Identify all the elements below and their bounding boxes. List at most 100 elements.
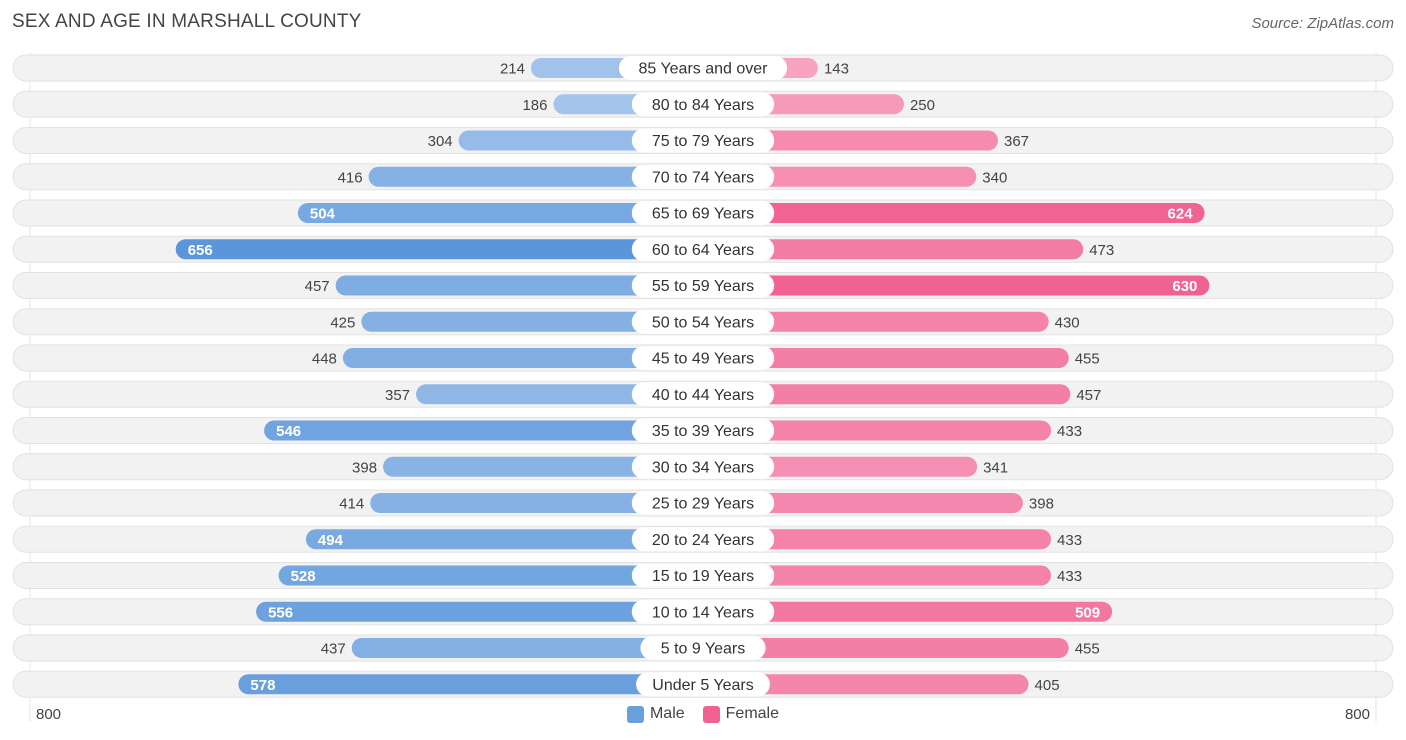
category-label: 65 to 69 Years bbox=[652, 206, 754, 223]
value-label-male: 414 bbox=[339, 496, 364, 513]
value-label-female: 405 bbox=[1035, 677, 1060, 694]
row-5: 656 473 60 to 64 Years bbox=[12, 235, 1394, 263]
bar-female[interactable] bbox=[703, 565, 1052, 586]
category-pill bbox=[631, 382, 775, 407]
value-label-female: 341 bbox=[983, 459, 1008, 476]
category-pill bbox=[631, 164, 775, 189]
value-label-female: 340 bbox=[982, 169, 1007, 186]
category-label: 55 to 59 Years bbox=[652, 278, 754, 295]
bar-male[interactable] bbox=[361, 311, 703, 332]
bar-male[interactable] bbox=[342, 348, 703, 368]
category-pill bbox=[631, 201, 775, 225]
value-label-female: 433 bbox=[1057, 568, 1082, 585]
category-pill bbox=[631, 418, 775, 443]
bar-male[interactable] bbox=[351, 638, 703, 658]
legend-item-male[interactable]: Male bbox=[626, 705, 685, 723]
category-label: 10 to 14 Years bbox=[652, 604, 754, 621]
category-pill bbox=[631, 237, 775, 262]
row-17: 578 405 Under 5 Years bbox=[12, 670, 1394, 698]
value-label-male: 186 bbox=[522, 97, 547, 114]
category-label: 35 to 39 Years bbox=[652, 423, 754, 440]
row-13: 494 433 20 to 24 Years bbox=[12, 525, 1394, 553]
bar-female[interactable] bbox=[703, 348, 1069, 368]
bar-female[interactable] bbox=[703, 130, 998, 151]
value-label-male: 457 bbox=[305, 278, 330, 295]
value-label-male: 504 bbox=[310, 206, 336, 223]
legend-item-female[interactable]: Female bbox=[702, 705, 780, 723]
value-label-male: 425 bbox=[330, 314, 355, 331]
category-pill bbox=[631, 599, 775, 624]
bar-female[interactable] bbox=[703, 420, 1052, 441]
category-label: 80 to 84 Years bbox=[652, 97, 754, 114]
legend-swatch-female bbox=[702, 705, 720, 723]
value-label-female: 430 bbox=[1055, 314, 1080, 331]
legend: Male Female bbox=[0, 705, 1406, 723]
category-label: Under 5 Years bbox=[652, 677, 753, 694]
category-pill bbox=[636, 672, 770, 697]
row-14: 528 433 15 to 19 Years bbox=[12, 562, 1394, 589]
legend-swatch-male bbox=[626, 705, 644, 723]
bar-male[interactable] bbox=[264, 420, 703, 441]
row-4: 504 624 65 to 69 Years bbox=[12, 199, 1394, 227]
legend-label-female: Female bbox=[725, 705, 780, 722]
value-label-female: 457 bbox=[1076, 387, 1101, 404]
value-label-female: 630 bbox=[1172, 278, 1197, 295]
axis-left-label: 800 bbox=[36, 706, 62, 723]
bar-female[interactable] bbox=[703, 674, 1029, 695]
row-12: 414 398 25 to 29 Years bbox=[12, 489, 1394, 517]
category-label: 75 to 79 Years bbox=[652, 133, 754, 150]
value-label-male: 556 bbox=[268, 604, 293, 621]
bar-female[interactable] bbox=[703, 384, 1071, 405]
bar-female[interactable] bbox=[703, 529, 1052, 550]
bar-female[interactable] bbox=[703, 239, 1084, 260]
category-label: 85 Years and over bbox=[639, 61, 769, 78]
axis-right-label: 800 bbox=[1344, 706, 1370, 723]
category-pill bbox=[631, 128, 775, 153]
bar-male[interactable] bbox=[175, 239, 703, 260]
bar-female[interactable] bbox=[703, 203, 1205, 223]
value-label-male: 546 bbox=[276, 423, 301, 440]
row-16: 437 455 5 to 9 Years bbox=[12, 634, 1394, 662]
category-pill bbox=[631, 454, 775, 479]
category-pill bbox=[631, 92, 775, 117]
bar-male[interactable] bbox=[278, 565, 703, 586]
category-label: 50 to 54 Years bbox=[652, 314, 754, 331]
category-pill bbox=[640, 636, 766, 660]
bar-male[interactable] bbox=[335, 275, 703, 296]
bar-female[interactable] bbox=[703, 493, 1023, 513]
value-label-male: 448 bbox=[312, 351, 337, 368]
category-pill bbox=[631, 346, 775, 370]
legend-label-male: Male bbox=[649, 705, 685, 722]
value-label-male: 437 bbox=[321, 641, 346, 658]
bar-female[interactable] bbox=[703, 275, 1210, 296]
row-7: 425 430 50 to 54 Years bbox=[12, 308, 1394, 336]
value-label-female: 143 bbox=[824, 61, 849, 78]
bar-male[interactable] bbox=[383, 456, 703, 477]
value-label-male: 494 bbox=[318, 532, 344, 549]
row-2: 304 367 75 to 79 Years bbox=[12, 127, 1394, 154]
bar-female[interactable] bbox=[703, 638, 1069, 658]
row-11: 398 341 30 to 34 Years bbox=[12, 453, 1394, 481]
bar-male[interactable] bbox=[368, 166, 703, 187]
value-label-male: 656 bbox=[188, 242, 213, 259]
bar-female[interactable] bbox=[703, 601, 1113, 622]
category-pill bbox=[618, 56, 788, 80]
category-pill bbox=[631, 273, 775, 298]
value-label-female: 455 bbox=[1075, 351, 1100, 368]
value-label-female: 250 bbox=[910, 97, 935, 114]
category-label: 40 to 44 Years bbox=[652, 387, 754, 404]
bar-female[interactable] bbox=[703, 311, 1049, 332]
value-label-male: 214 bbox=[500, 61, 525, 78]
bar-male[interactable] bbox=[297, 203, 703, 223]
bar-male[interactable] bbox=[305, 529, 703, 550]
row-0: 214 143 85 Years and over bbox=[12, 54, 1394, 82]
row-3: 416 340 70 to 74 Years bbox=[12, 163, 1394, 191]
category-label: 25 to 29 Years bbox=[652, 496, 754, 513]
bar-male[interactable] bbox=[416, 384, 703, 405]
value-label-female: 367 bbox=[1004, 133, 1029, 150]
bar-male[interactable] bbox=[238, 674, 703, 695]
row-8: 448 455 45 to 49 Years bbox=[12, 344, 1394, 372]
bar-male[interactable] bbox=[256, 601, 703, 622]
bar-male[interactable] bbox=[370, 493, 703, 513]
